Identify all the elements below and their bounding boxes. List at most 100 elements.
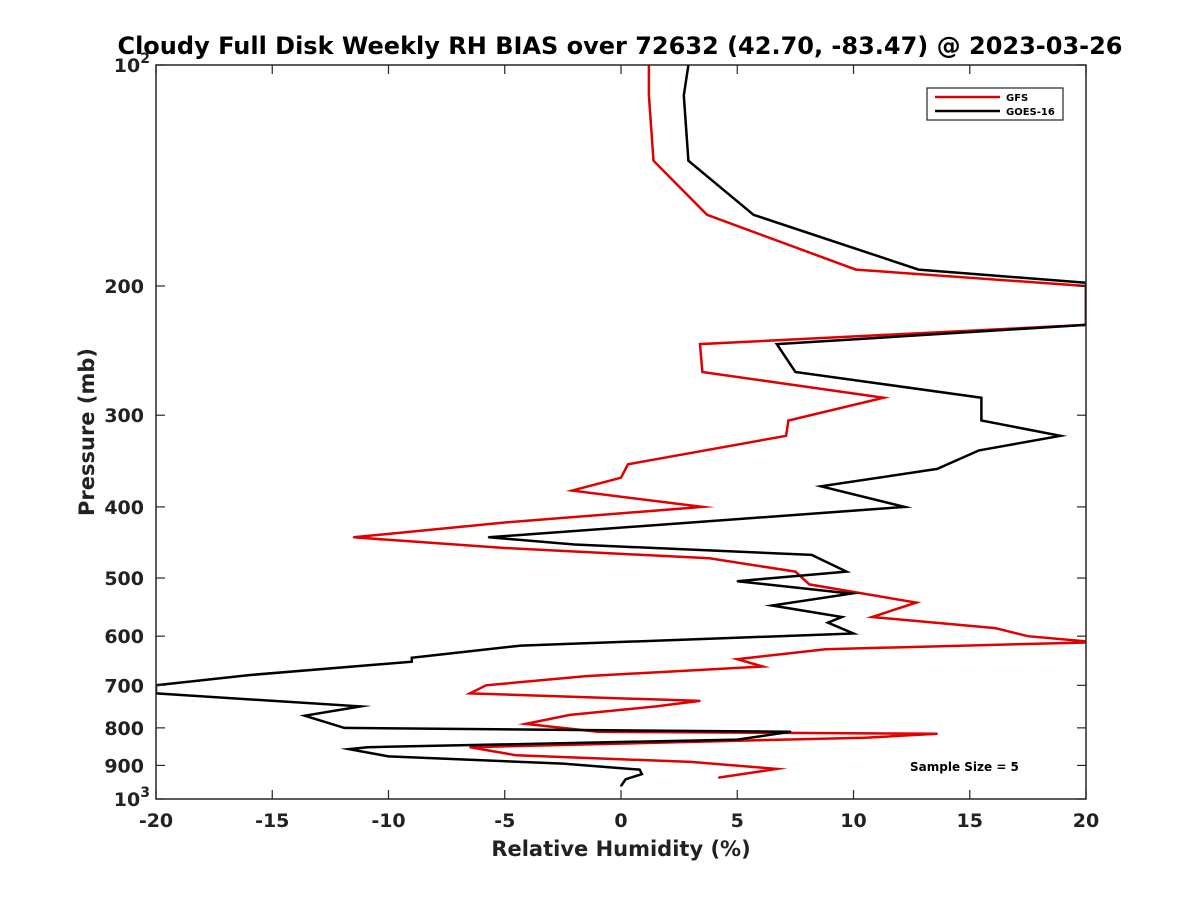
- data-point-gfs: [469, 746, 471, 748]
- data-point-gfs: [699, 343, 701, 345]
- y-tick-label: 400: [104, 497, 144, 519]
- data-point-gfs: [701, 371, 704, 373]
- data-point-goes-16: [366, 746, 369, 748]
- y-tick-label: 200: [104, 276, 144, 298]
- data-point-goes-16: [348, 748, 350, 750]
- x-tick-label: 15: [957, 810, 983, 832]
- data-point-goes-16: [736, 580, 739, 582]
- x-tick-label: 5: [731, 810, 744, 832]
- data-point-goes-16: [827, 621, 829, 624]
- y-tick-label: 102: [114, 51, 150, 77]
- y-tick-label: 103: [114, 785, 150, 811]
- x-tick-label: 10: [840, 810, 866, 832]
- y-tick-label: 700: [104, 675, 144, 697]
- data-point-goes-16: [411, 656, 413, 659]
- data-point-gfs: [808, 583, 811, 586]
- data-point-gfs: [571, 489, 573, 492]
- data-point-gfs: [717, 776, 720, 779]
- data-point-gfs: [469, 692, 471, 695]
- data-point-goes-16: [978, 449, 980, 452]
- y-tick-label: 600: [104, 626, 144, 648]
- data-point-gfs: [485, 684, 487, 687]
- data-point-goes-16: [343, 727, 346, 729]
- legend-label-gfs: GFS: [1006, 93, 1028, 104]
- data-point-goes-16: [845, 570, 848, 573]
- legend-label-goes-16: GOES-16: [1006, 107, 1055, 118]
- data-point-gfs: [787, 419, 790, 422]
- x-axis-label: Relative Humidity (%): [491, 837, 750, 861]
- data-point-gfs: [569, 714, 571, 716]
- data-point-gfs: [864, 736, 866, 739]
- data-point-gfs: [785, 435, 787, 437]
- data-point-goes-16: [520, 644, 522, 647]
- data-point-gfs: [352, 536, 355, 539]
- data-point-goes-16: [736, 738, 739, 741]
- x-tick-label: 0: [614, 810, 627, 832]
- data-point-goes-16: [562, 762, 564, 765]
- data-point-goes-16: [771, 604, 773, 607]
- chart-title: Cloudy Full Disk Weekly RH BIAS over 726…: [117, 32, 1122, 60]
- data-point-gfs: [620, 476, 622, 479]
- data-point-gfs: [648, 94, 650, 97]
- data-point-goes-16: [980, 396, 983, 399]
- data-point-gfs: [736, 658, 739, 660]
- data-point-goes-16: [794, 371, 797, 373]
- x-tick-label: 20: [1073, 810, 1099, 832]
- data-point-gfs: [776, 768, 778, 770]
- data-point-goes-16: [820, 485, 822, 488]
- data-point-goes-16: [359, 705, 362, 708]
- legend: GFS GOES-16: [926, 87, 1064, 121]
- data-point-goes-16: [980, 419, 983, 422]
- data-point-gfs: [504, 547, 506, 549]
- data-point-goes-16: [641, 773, 643, 775]
- x-tick-label: -15: [255, 810, 289, 832]
- data-point-gfs: [762, 665, 764, 668]
- y-tick-label: 500: [104, 568, 144, 590]
- x-tick-label: -5: [494, 810, 515, 832]
- data-point-goes-16: [903, 506, 906, 508]
- data-point-gfs: [490, 750, 492, 752]
- y-axis-label: Pressure (mb): [75, 348, 99, 516]
- data-point-goes-16: [624, 778, 627, 781]
- data-point-goes-16: [776, 343, 778, 345]
- data-point-gfs: [699, 700, 701, 702]
- data-point-gfs: [515, 754, 518, 757]
- data-point-gfs: [706, 214, 708, 216]
- data-point-gfs: [855, 268, 857, 271]
- data-point-gfs: [701, 506, 704, 508]
- data-point-gfs: [994, 627, 997, 629]
- y-axis: 102 200 300 400 500 600 700 800 900 103: [104, 51, 1086, 811]
- data-point-gfs: [690, 761, 692, 763]
- x-tick-label: -10: [371, 810, 405, 832]
- data-point-gfs: [871, 616, 873, 618]
- data-point-gfs: [585, 675, 587, 677]
- data-point-goes-16: [1059, 435, 1062, 437]
- data-point-gfs: [1027, 635, 1029, 637]
- data-point-gfs: [915, 601, 918, 604]
- series-line-gfs: [353, 65, 1086, 779]
- data-point-goes-16: [789, 731, 792, 733]
- data-point-goes-16: [573, 543, 576, 546]
- data-point-goes-16: [810, 554, 813, 556]
- data-point-gfs: [524, 723, 527, 725]
- data-point-gfs: [936, 733, 938, 735]
- x-axis: -20 -15 -10 -5 0 5 10 15 20: [139, 65, 1099, 832]
- data-point-goes-16: [248, 674, 250, 676]
- data-point-gfs: [652, 159, 655, 162]
- data-point-goes-16: [936, 468, 938, 470]
- data-point-gfs: [627, 463, 629, 466]
- data-point-goes-16: [917, 268, 920, 271]
- legend-items: GFS GOES-16: [935, 93, 1055, 118]
- data-point-goes-16: [852, 632, 855, 635]
- sample-size-annotation: Sample Size = 5: [910, 760, 1019, 774]
- data-point-goes-16: [850, 592, 852, 595]
- data-point-goes-16: [687, 159, 690, 162]
- data-point-gfs: [882, 396, 885, 399]
- data-point-gfs: [504, 521, 506, 524]
- data-point-goes-16: [841, 616, 843, 618]
- data-point-goes-16: [487, 536, 490, 539]
- data-point-goes-16: [638, 768, 641, 771]
- data-point-gfs: [597, 731, 599, 733]
